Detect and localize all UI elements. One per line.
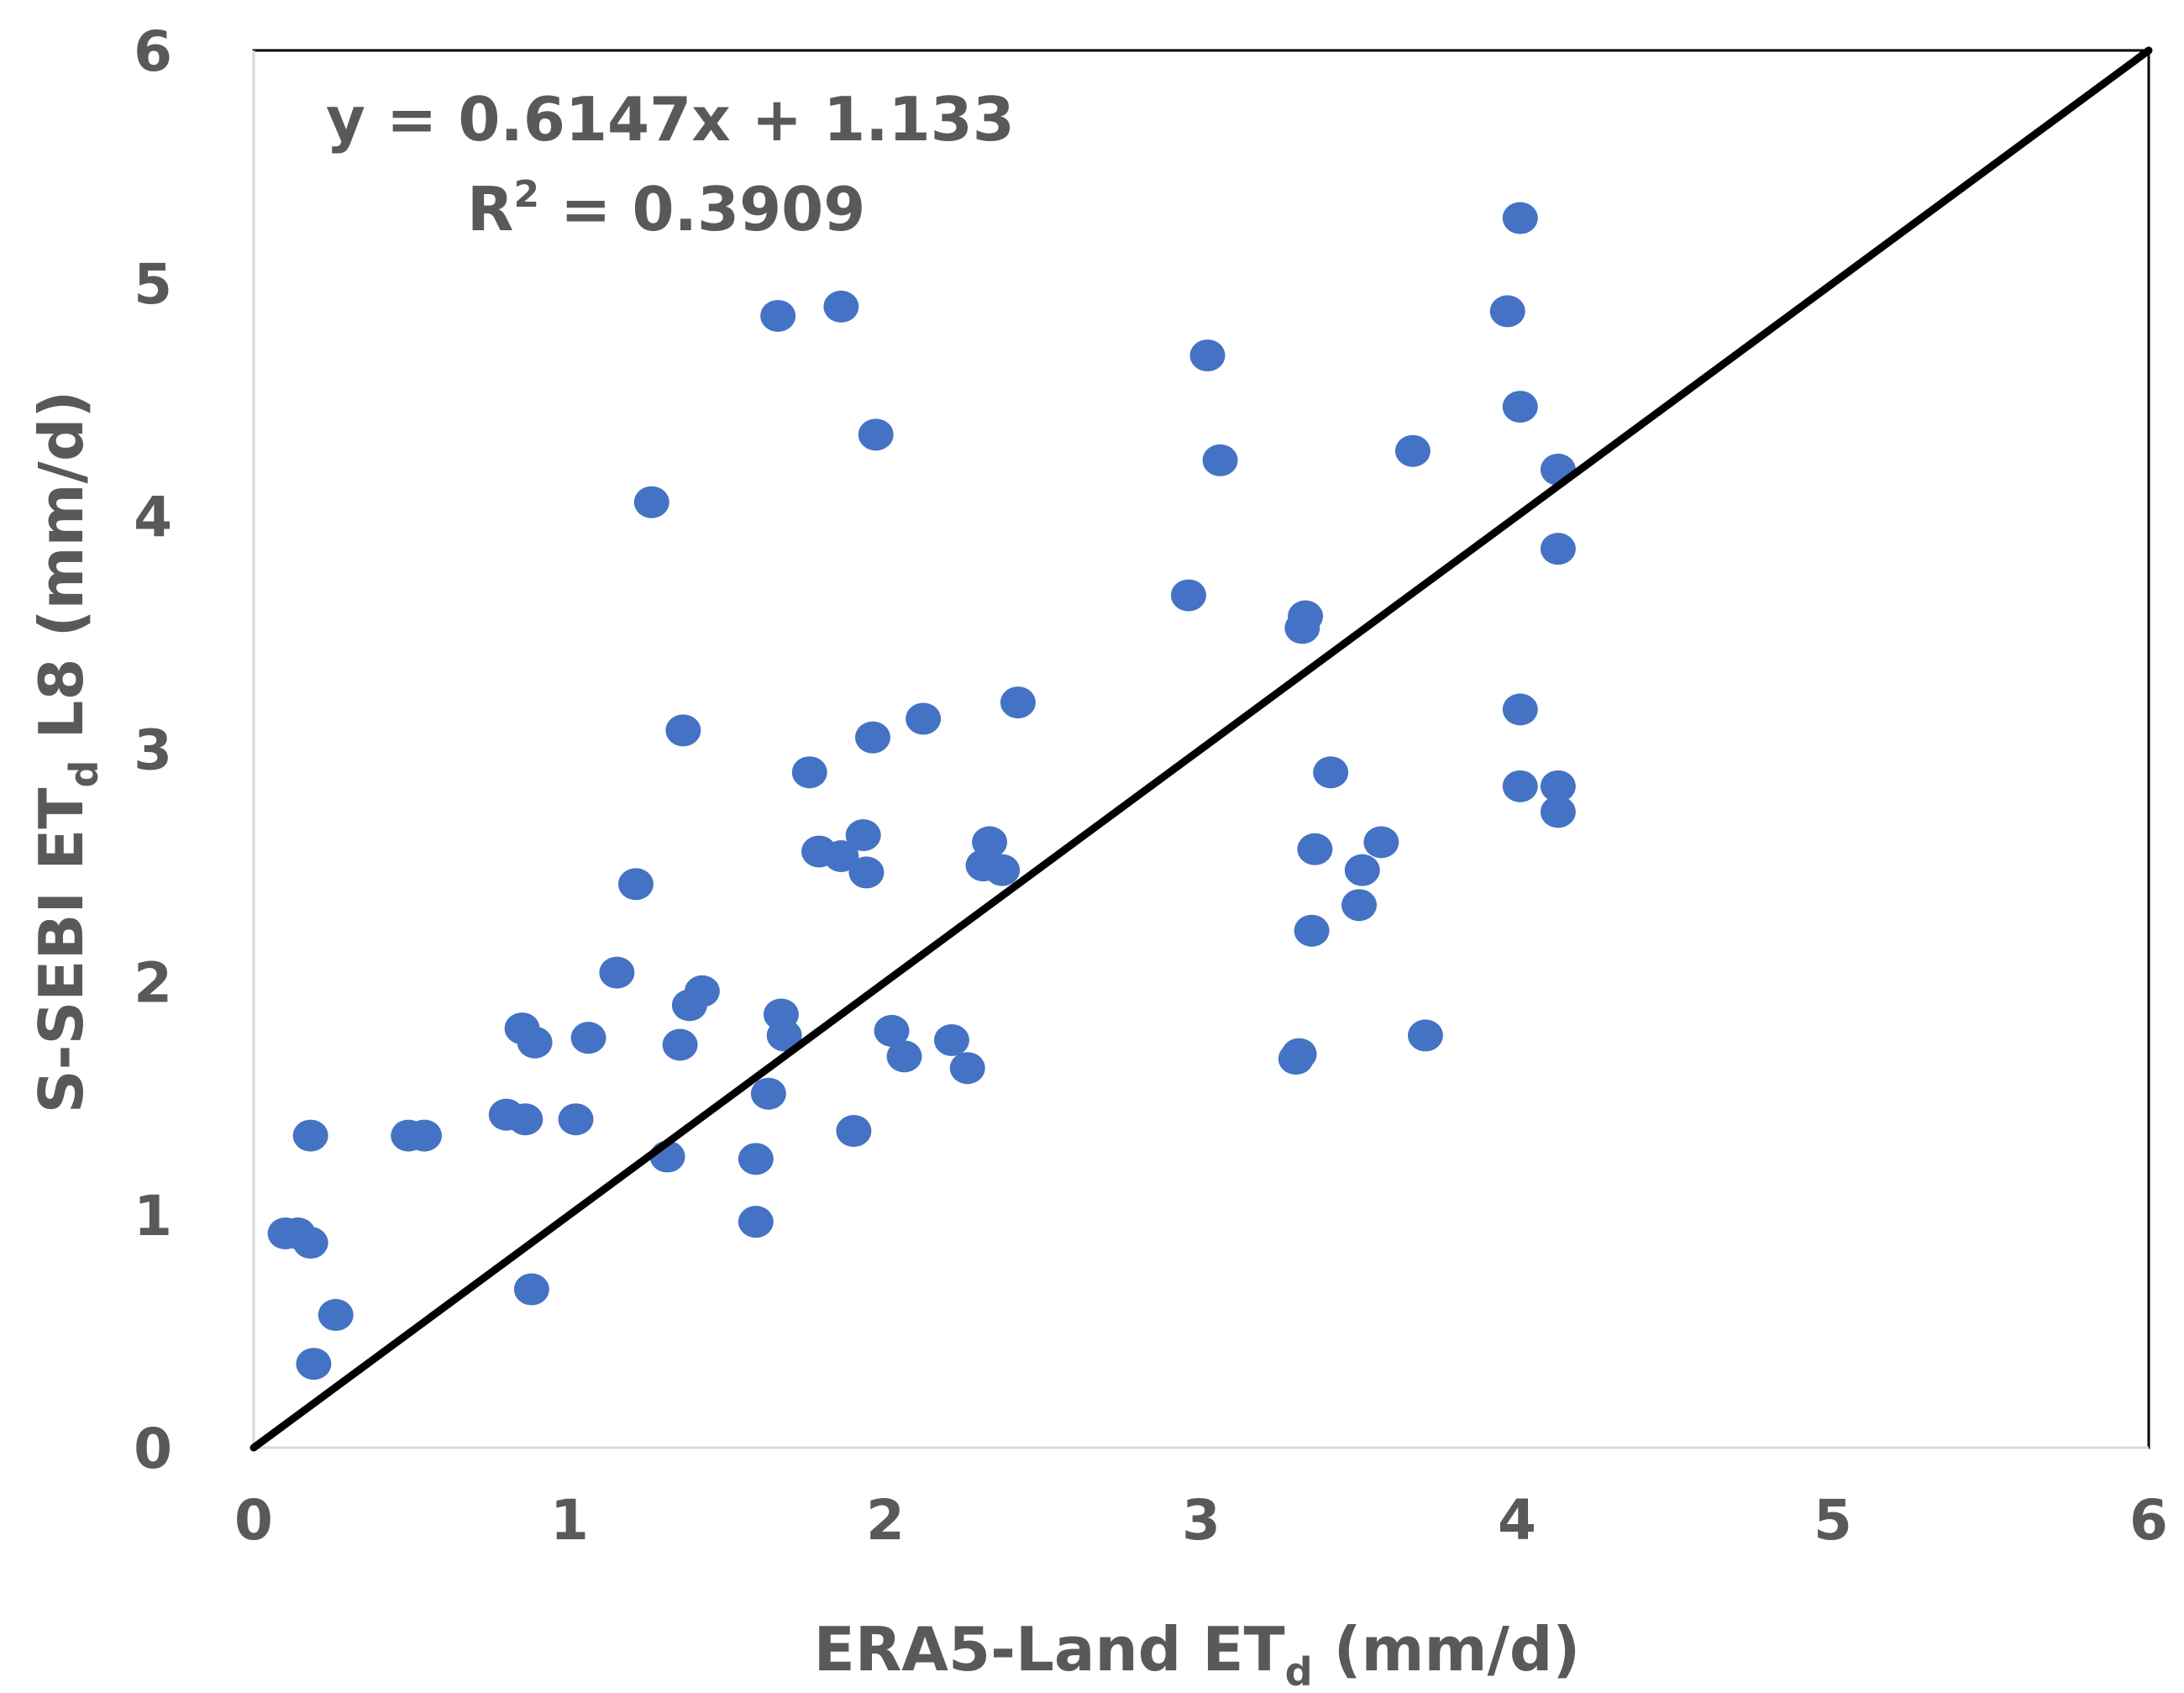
data-point: [886, 1040, 922, 1073]
y-axis-tick-labels: 0 1 2 3 4 5 6: [134, 19, 172, 1481]
data-point: [823, 290, 859, 323]
data-point: [1313, 756, 1349, 789]
y-tick-label: 1: [134, 1184, 172, 1249]
data-point: [1341, 889, 1377, 922]
data-point: [407, 1119, 443, 1152]
data-point: [1344, 854, 1380, 886]
data-point: [517, 1026, 553, 1059]
y-tick-label: 3: [134, 718, 172, 783]
data-point: [823, 839, 859, 872]
data-point: [507, 1103, 543, 1136]
data-point: [750, 1077, 786, 1110]
data-point: [1540, 796, 1576, 828]
x-tick-label: 5: [1814, 1488, 1852, 1553]
x-tick-label: 3: [1182, 1488, 1221, 1553]
data-point: [1170, 579, 1206, 612]
data-point: [848, 856, 885, 889]
data-point: [1000, 686, 1036, 719]
data-point: [1540, 770, 1576, 802]
data-point: [1394, 434, 1431, 467]
data-point: [858, 418, 894, 451]
y-axis-title-main: S-SEBI ET: [26, 787, 97, 1113]
y-tick-label: 6: [134, 19, 172, 84]
data-point: [906, 702, 942, 735]
data-point: [1189, 339, 1226, 372]
data-point: [836, 1115, 872, 1148]
x-axis-title-main: ERA5-Land ET: [814, 1614, 1285, 1685]
data-point: [662, 1028, 698, 1061]
data-point: [633, 486, 669, 518]
data-point: [684, 975, 720, 1007]
y-tick-label: 2: [134, 951, 172, 1016]
y-tick-label: 5: [134, 252, 172, 317]
data-point: [296, 1348, 332, 1380]
data-point: [854, 721, 890, 754]
data-point: [1288, 600, 1324, 633]
one-to-one-line: [249, 46, 2153, 1452]
data-point: [1363, 826, 1399, 859]
data-point: [1502, 391, 1538, 423]
data-point: [292, 1119, 328, 1152]
data-point: [738, 1206, 774, 1238]
data-point: [1502, 202, 1538, 234]
data-point: [1202, 444, 1238, 476]
data-point: [318, 1299, 354, 1332]
r-squared-label: R: [467, 174, 513, 244]
data-point: [1407, 1019, 1443, 1052]
data-point: [972, 826, 1008, 859]
y-axis-title-subscript: d: [61, 760, 107, 788]
data-point: [933, 1023, 969, 1056]
data-point: [1297, 833, 1333, 865]
data-point: [292, 1227, 328, 1259]
data-point: [1489, 295, 1525, 328]
data-point: [1281, 1038, 1317, 1070]
y-tick-label: 0: [134, 1417, 172, 1481]
data-point: [949, 1052, 985, 1085]
data-point: [984, 854, 1021, 886]
x-tick-label: 1: [550, 1488, 589, 1553]
x-axis-tick-labels: 0 1 2 3 4 5 6: [234, 1488, 2168, 1553]
data-point: [617, 868, 654, 901]
x-tick-label: 4: [1498, 1488, 1536, 1553]
data-point: [665, 714, 701, 747]
data-point: [558, 1103, 594, 1136]
data-point: [570, 1022, 606, 1054]
data-point: [1294, 914, 1330, 947]
data-point: [845, 819, 881, 852]
data-point: [874, 1014, 910, 1047]
data-points: [267, 202, 1576, 1380]
data-point: [738, 1143, 774, 1175]
y-axis-title: S-SEBI ETd L8 (mm/d): [26, 391, 107, 1114]
data-point: [791, 756, 827, 789]
x-axis-title-unit: (mm/d): [1313, 1614, 1581, 1685]
r-squared-annotation: R2 = 0.3909: [467, 173, 865, 244]
data-point: [513, 1273, 549, 1306]
regression-equation: y = 0.6147x + 1.133: [326, 84, 1015, 155]
data-point: [1502, 770, 1538, 802]
x-tick-label: 2: [866, 1488, 905, 1553]
x-axis-title-subscript: d: [1285, 1649, 1313, 1693]
y-axis-title-rest: L8 (mm/d): [26, 391, 97, 760]
y-tick-label: 4: [134, 485, 172, 549]
data-point: [1540, 533, 1576, 565]
r-squared-value: = 0.3909: [539, 174, 865, 244]
data-point: [766, 1019, 802, 1052]
r-squared-superscript: 2: [513, 173, 539, 216]
x-tick-label: 0: [234, 1488, 273, 1553]
x-axis-title: ERA5-Land ETd (mm/d): [814, 1614, 1581, 1693]
data-point: [599, 956, 635, 989]
data-point: [1502, 693, 1538, 726]
x-tick-label: 6: [2129, 1488, 2168, 1553]
data-point: [760, 299, 796, 332]
